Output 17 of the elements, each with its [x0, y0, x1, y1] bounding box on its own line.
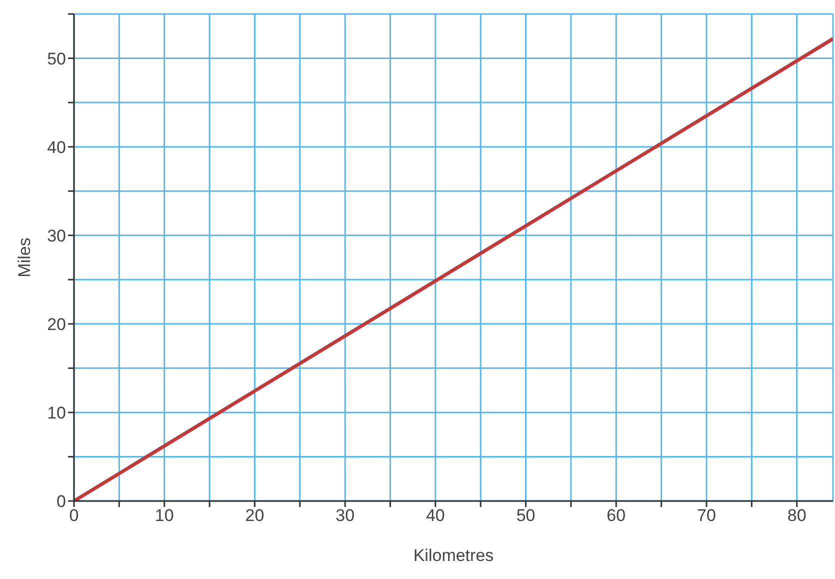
- x-tick-label: 0: [69, 506, 79, 526]
- y-tick-label: 10: [47, 403, 66, 422]
- y-tick-label: 50: [47, 49, 66, 68]
- x-tick-label: 80: [787, 506, 806, 526]
- y-tick-label: 0: [56, 492, 66, 512]
- y-tick-label: 20: [47, 314, 66, 334]
- x-tick-label: 40: [426, 506, 445, 526]
- x-tick-label: 60: [606, 506, 626, 526]
- x-tick-label: 50: [516, 506, 536, 526]
- x-tick-label: 70: [697, 506, 716, 526]
- y-axis-title: Miles: [15, 238, 34, 278]
- x-axis-title: Kilometres: [413, 546, 494, 566]
- x-tick-label: 30: [336, 506, 355, 526]
- x-tick-label: 20: [245, 506, 264, 526]
- y-tick-label: 40: [47, 138, 66, 157]
- y-tick-label: 30: [47, 226, 66, 246]
- x-tick-label: 10: [154, 506, 174, 526]
